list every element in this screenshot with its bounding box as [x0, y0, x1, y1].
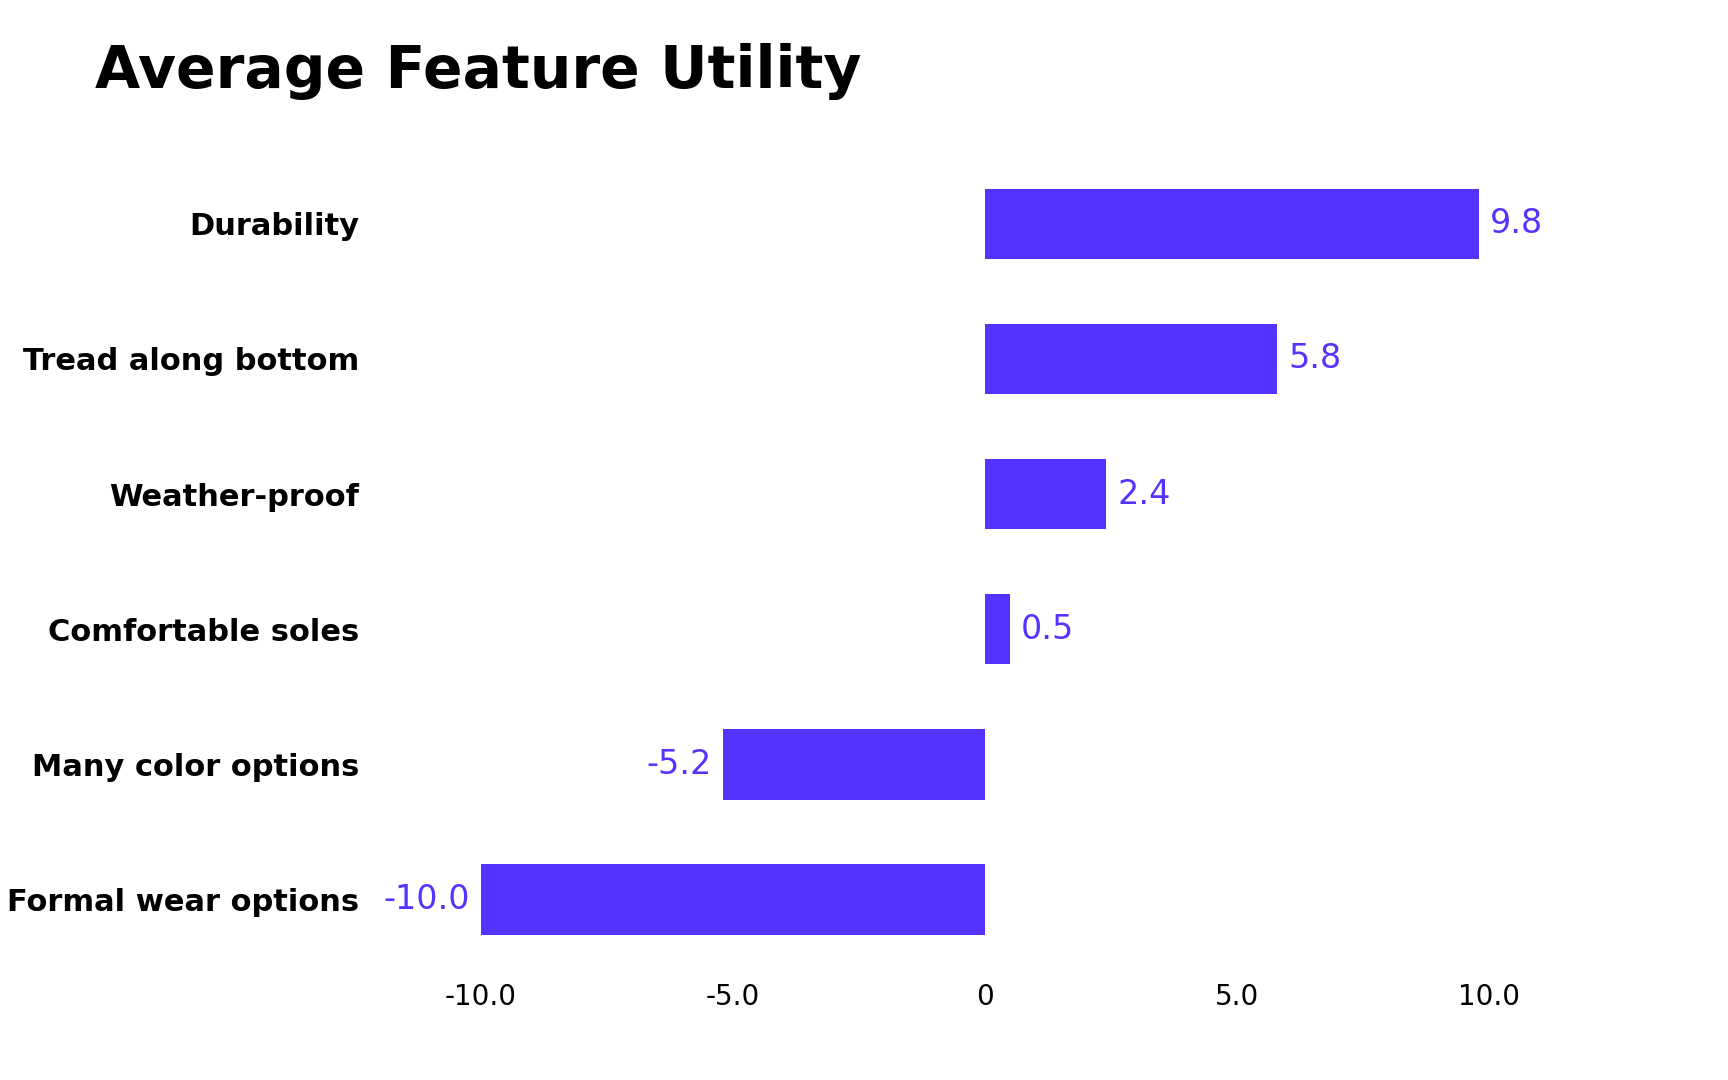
Text: 0.5: 0.5 — [1021, 612, 1075, 646]
Bar — [722, 729, 985, 799]
Text: -10.0: -10.0 — [384, 883, 470, 916]
Text: -5.2: -5.2 — [646, 747, 712, 781]
Bar — [985, 459, 1106, 529]
Text: 2.4: 2.4 — [1116, 477, 1170, 511]
Bar — [985, 324, 1277, 394]
Text: 5.8: 5.8 — [1289, 342, 1341, 376]
Bar — [985, 594, 1011, 664]
Bar — [480, 864, 985, 934]
Text: Average Feature Utility: Average Feature Utility — [95, 43, 862, 100]
Text: 9.8: 9.8 — [1490, 207, 1543, 240]
Bar — [985, 189, 1479, 259]
